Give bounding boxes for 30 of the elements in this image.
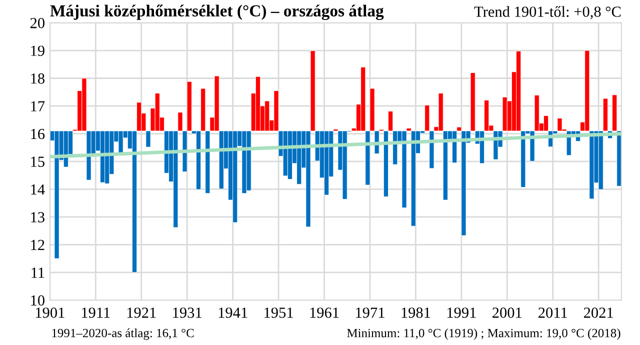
- chart-title: Májusi középhőmérséklet (°C) – országos átlag: [50, 4, 384, 20]
- bar: [54, 130, 60, 259]
- x-tick-label: 1951: [264, 308, 293, 318]
- x-tick-label: 1931: [173, 308, 202, 318]
- y-tick-label: 14: [31, 184, 45, 194]
- y-tick-label: 18: [31, 73, 44, 84]
- x-tick-label: 1941: [218, 308, 248, 318]
- y-tick-label: 10: [31, 295, 44, 306]
- y-tick-label: 11: [32, 268, 44, 278]
- x-tick-label: 2021: [584, 308, 613, 318]
- y-tick-label: 16: [31, 128, 45, 140]
- x-tick-label: 1991: [447, 308, 476, 318]
- x-tick-label: 1901: [36, 308, 64, 318]
- chart-subtitle: Trend 1901-től: +0,8 °C: [474, 6, 621, 20]
- x-tick-label: 1921: [127, 308, 156, 318]
- x-tick-label: 1971: [356, 308, 384, 318]
- y-tick-label: 15: [31, 156, 44, 167]
- x-tick-label: 1911: [82, 308, 110, 318]
- y-tick-label: 13: [31, 212, 44, 222]
- x-tick-label: 1961: [310, 308, 339, 318]
- y-tick-label: 17: [31, 101, 45, 112]
- x-tick-label: 2001: [492, 308, 522, 318]
- y-tick-label: 20: [30, 18, 44, 28]
- y-tick-label: 12: [31, 240, 44, 250]
- text: Minimum: 11,0 °C (1919) ; Maximum: 19,0 °C (2018): [347, 328, 620, 340]
- y-tick-label: 19: [31, 46, 44, 56]
- bar: [255, 76, 260, 132]
- x-tick-label: 1981: [402, 308, 430, 318]
- x-tick-label: 2011: [538, 308, 567, 318]
- text: 1991–2020-as átlag: 16,1 °C: [52, 328, 194, 340]
